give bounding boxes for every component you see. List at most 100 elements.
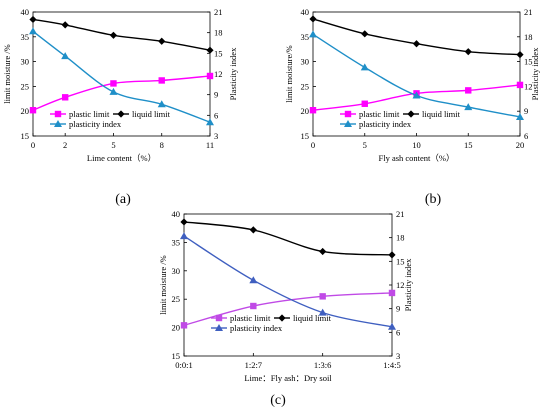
x-tick-label: 1:2:7 [245, 360, 262, 370]
y-right-axis-label: Plasticity index [403, 258, 413, 311]
data-point [465, 87, 472, 94]
y-right-tick-label: 15 [524, 57, 533, 67]
y-tick-label: 20 [301, 106, 310, 116]
data-point [361, 30, 369, 38]
plot-frame [183, 213, 393, 357]
x-axis-label: Fly ash content（%） [378, 153, 454, 163]
y-right-tick-label: 12 [524, 81, 533, 91]
y-tick-label: 30 [172, 266, 181, 276]
y-right-tick-label: 15 [396, 256, 405, 266]
y-tick-label: 15 [21, 131, 30, 141]
data-point [412, 91, 421, 99]
data-point [61, 52, 70, 60]
x-tick-label: 2 [63, 140, 67, 150]
x-tick-label: 8 [160, 140, 164, 150]
data-point [516, 51, 524, 59]
y-tick-label: 25 [172, 294, 181, 304]
x-axis-label: Lime：Fly ash：Dry soil [244, 373, 332, 383]
data-point [109, 31, 118, 39]
y-axis-label: limit moisture /% [158, 255, 168, 315]
legend: plastic limit liquid limit plasticity inde… [211, 313, 332, 333]
y-tick-label: 25 [21, 81, 30, 91]
y-right-tick-label: 3 [214, 131, 218, 141]
series-liquid-limit [29, 15, 214, 54]
legend-label: liquid limit [132, 109, 171, 119]
y-tick-label: 25 [301, 81, 310, 91]
data-point [361, 100, 368, 107]
y-right-tick-label: 9 [524, 106, 528, 116]
y-right-tick-label: 15 [214, 48, 223, 58]
panel-label: (c) [270, 393, 286, 408]
panel-label: (a) [115, 192, 131, 207]
x-tick-label: 0 [31, 140, 35, 150]
data-point [388, 251, 396, 259]
legend-label: plastic limit [69, 109, 110, 119]
legend-marker [215, 314, 223, 322]
data-point [206, 46, 214, 54]
legend-marker [215, 324, 223, 331]
y-right-tick-label: 6 [214, 110, 218, 120]
legend-label: liquid limit [293, 313, 332, 323]
x-tick-label: 5 [363, 140, 367, 150]
y-tick-label: 30 [301, 57, 310, 67]
data-point [61, 94, 69, 101]
y-axis-label: limit moisture/% [284, 45, 294, 102]
x-tick-label: 10 [412, 140, 421, 150]
series-plasticity-index [180, 232, 396, 330]
series-liquid-limit [180, 218, 396, 259]
data-point [412, 40, 421, 48]
series-line [32, 75, 211, 111]
y-right-tick-label: 6 [396, 327, 400, 337]
data-point [309, 107, 317, 114]
y-right-tick-label: 21 [524, 7, 533, 17]
y-right-tick-label: 18 [214, 28, 223, 38]
series-plasticity-index [29, 27, 214, 126]
data-point [29, 15, 37, 24]
data-point [109, 87, 118, 95]
series-plastic-limit [180, 289, 396, 329]
data-point [516, 112, 524, 120]
y-tick-label: 35 [21, 32, 30, 42]
data-point [206, 118, 214, 126]
data-point [464, 103, 473, 111]
data-point [319, 293, 326, 300]
x-tick-label: 0:0:1 [175, 360, 192, 370]
data-point [464, 48, 472, 56]
y-right-axis-label: Plasticity index [228, 47, 238, 100]
legend-label: plasticity index [69, 119, 122, 129]
y-tick-label: 30 [21, 57, 30, 67]
x-tick-label: 5 [111, 140, 115, 150]
data-point [249, 226, 257, 234]
legend-label: plastic limit [230, 313, 271, 323]
plot-frame [32, 11, 211, 137]
data-point [516, 81, 524, 89]
plot-frame [312, 11, 521, 137]
y-tick-label: 35 [172, 237, 181, 247]
legend-marker [407, 110, 415, 118]
x-tick-label: 1:4:5 [383, 360, 400, 370]
x-tick-label: 0 [311, 140, 315, 150]
y-tick-label: 40 [301, 7, 310, 17]
y-right-tick-label: 21 [214, 7, 223, 17]
data-point [158, 77, 165, 84]
x-tick-label: 11 [206, 140, 214, 150]
legend-marker [117, 110, 125, 118]
data-point [249, 276, 258, 284]
data-point [309, 30, 317, 38]
legend-marker [54, 120, 62, 127]
y-right-tick-label: 9 [214, 90, 218, 100]
y-right-tick-label: 12 [396, 280, 405, 290]
data-point [61, 21, 69, 29]
chart-panel-c: 15 20 25 30 35 40 3 6 9 12 15 18 21 0:0:1 1:2:7 1:3:6 1:… [158, 209, 413, 408]
y-tick-label: 40 [172, 209, 181, 219]
series-plasticity-index [309, 30, 524, 120]
data-point [388, 289, 396, 297]
y-right-tick-label: 12 [214, 69, 223, 79]
x-tick-label: 20 [516, 140, 525, 150]
y-axis-label: limit moisture /% [2, 44, 12, 104]
data-point [360, 63, 369, 71]
data-point [110, 80, 117, 87]
chart-panel-b: 15 20 25 30 35 40 6 9 12 15 18 21 0 5 10 15 20 Fly ash co… [284, 7, 540, 207]
y-tick-label: 40 [21, 7, 30, 17]
